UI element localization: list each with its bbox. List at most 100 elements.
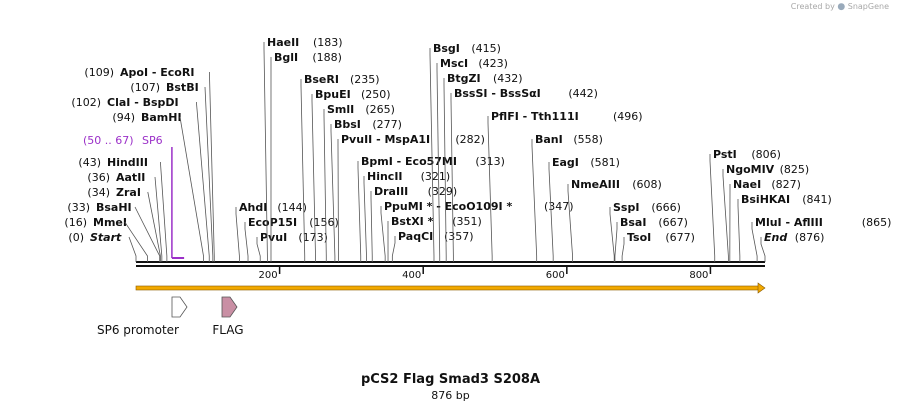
site-position-label: (351)	[452, 215, 482, 228]
site-position-label: (43)	[78, 156, 101, 169]
site-position-label: (102)	[71, 96, 101, 109]
site-leader-line	[244, 222, 249, 262]
site-name-label: AatII	[116, 171, 145, 184]
site-name-label: PstI	[713, 148, 737, 161]
site-leader-line	[567, 184, 573, 262]
site-leader-line	[209, 71, 215, 262]
site-name-label: BglI	[274, 51, 298, 64]
site-name-label: HincII	[367, 170, 403, 183]
credit-brand: SnapGene	[847, 2, 889, 11]
snapgene-credit: Created by ● SnapGene	[791, 2, 889, 12]
site-name-label: BssSI - BssSαI	[454, 87, 541, 100]
feature-name-label: SP6 promoter	[97, 323, 179, 337]
site-name-label: PpuMI * - EcoO109I *	[384, 200, 512, 213]
site-name-label: Start	[90, 231, 122, 244]
site-name-label: MluI - AflIII	[755, 216, 823, 229]
site-position-label: (442)	[568, 87, 598, 100]
site-leader-line	[124, 221, 148, 262]
site-position-label: (265)	[365, 103, 395, 116]
site-leader-line	[204, 86, 214, 262]
site-position-label: (107)	[130, 81, 160, 94]
site-position-label: (34)	[87, 186, 110, 199]
site-position-label: (357)	[444, 230, 474, 243]
site-name-label: BpmI - Eco57MI	[361, 155, 457, 168]
site-leader-line	[443, 78, 447, 262]
snapgene-logo-icon: ●	[837, 2, 846, 12]
site-name-label: BsaI	[620, 216, 646, 229]
ruler-tick-label: 400	[402, 270, 421, 281]
site-position-label: (16)	[64, 216, 87, 229]
site-name-label: NgoMIV	[726, 163, 775, 176]
site-name-label: BsiHKAI	[741, 193, 790, 206]
site-name-label: ClaI - BspDI	[107, 96, 179, 109]
site-leader-line	[363, 176, 367, 262]
site-position-label: (667)	[658, 216, 688, 229]
site-leader-line	[256, 237, 261, 262]
plasmid-name: pCS2 Flag Smad3 S208A	[360, 372, 541, 387]
site-leader-line	[614, 222, 618, 262]
site-name-label: PvuI	[260, 231, 287, 244]
primer-range-label: (50 .. 67)	[83, 134, 134, 147]
site-leader-line	[609, 207, 615, 262]
site-name-label: BstBI	[166, 81, 199, 94]
site-position-label: (666)	[651, 201, 681, 214]
site-position-label: (432)	[493, 72, 523, 85]
site-leader-line	[154, 176, 163, 262]
site-position-label: (282)	[455, 133, 485, 146]
site-name-label: BanI	[535, 133, 563, 146]
site-position-label: (608)	[632, 178, 662, 191]
site-position-label: (806)	[751, 148, 781, 161]
site-position-label: (94)	[112, 111, 135, 124]
site-leader-line	[235, 207, 240, 262]
sp6-promoter-arrow	[171, 296, 188, 318]
site-leader-line	[722, 169, 729, 262]
site-leader-line	[128, 236, 137, 262]
site-position-label: (581)	[590, 156, 620, 169]
site-position-label: (558)	[573, 133, 603, 146]
site-position-label: (423)	[478, 57, 508, 70]
site-name-label: EcoP15I	[248, 216, 297, 229]
site-leader-line	[147, 191, 161, 262]
site-name-label: PvuII - MspA1I	[341, 133, 430, 146]
site-position-label: (329)	[428, 185, 458, 198]
site-position-label: (36)	[87, 171, 110, 184]
site-position-label: (173)	[298, 231, 328, 244]
site-name-label: BbsI	[334, 118, 361, 131]
site-leader-line	[487, 116, 493, 262]
site-name-label: MmeI	[93, 216, 127, 229]
site-position-label: (188)	[312, 51, 342, 64]
ruler-tick-label: 600	[546, 270, 565, 281]
site-name-label: SmlI	[327, 103, 354, 116]
site-leader-line	[531, 139, 538, 262]
site-name-label: HaeII	[267, 36, 299, 49]
site-leader-line	[450, 93, 454, 262]
credit-text: Created by	[790, 2, 835, 11]
site-leader-line	[391, 236, 396, 262]
site-leader-line	[263, 42, 268, 262]
site-position-label: (876)	[795, 231, 825, 244]
site-name-label: ApoI - EcoRI	[120, 66, 194, 79]
site-leader-line	[300, 79, 306, 262]
site-leader-line	[621, 237, 625, 262]
site-name-label: End	[764, 231, 787, 244]
site-name-label: DraIII	[374, 185, 408, 198]
site-leader-line	[760, 237, 766, 262]
site-position-label: (183)	[313, 36, 343, 49]
site-position-label: (321)	[421, 170, 451, 183]
site-leader-line	[323, 109, 327, 262]
site-name-label: NmeAIII	[571, 178, 620, 191]
site-leader-line	[160, 161, 168, 262]
ruler-tick-label: 200	[259, 270, 278, 281]
site-name-label: PflFI - Tth111I	[491, 110, 579, 123]
site-name-label: HindIII	[107, 156, 148, 169]
site-leader-line	[737, 199, 741, 262]
ruler-tick-label: 800	[689, 270, 708, 281]
site-name-label: BamHI	[141, 111, 182, 124]
site-name-label: TsoI	[627, 231, 651, 244]
site-position-label: (841)	[802, 193, 832, 206]
flag-tag-arrow	[221, 296, 238, 318]
site-name-label: ZraI	[116, 186, 141, 199]
site-leader-line	[429, 48, 435, 262]
site-leader-line	[357, 161, 362, 262]
